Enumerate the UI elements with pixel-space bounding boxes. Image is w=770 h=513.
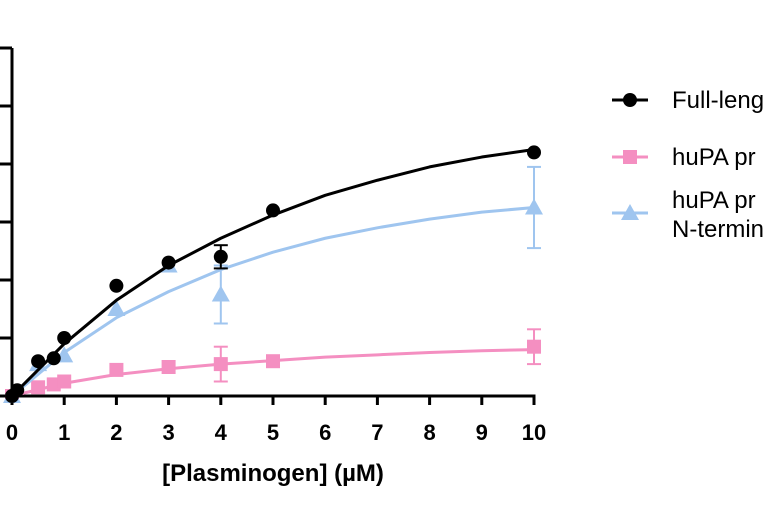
legend-label: N-termin [672,216,764,243]
data-point [109,278,124,293]
series-0 [5,145,541,403]
legend-label: huPA pr [672,187,756,214]
data-point [31,354,46,369]
data-point [266,203,280,218]
data-point [161,360,176,374]
x-tick-label: 9 [476,420,488,445]
x-tick-label: 6 [319,420,331,445]
x-tick-label: 5 [267,420,279,445]
series-layer [3,145,543,403]
data-point [10,383,25,398]
data-point [525,198,543,215]
x-tick-label: 0 [6,420,18,445]
data-point [31,380,46,395]
data-point [213,249,228,264]
data-point [57,331,72,345]
x-tick-label: 3 [162,420,174,445]
data-point [211,285,230,302]
x-tick-label: 7 [371,420,383,445]
data-point [46,351,61,366]
data-point [213,357,228,372]
x-axis-title: [Plasminogen] (µM) [162,460,384,487]
data-point [161,255,176,270]
x-tick-label: 1 [58,420,70,445]
fit-curve [11,206,535,398]
legend-label: huPA pr [672,144,756,171]
series-1 [5,328,541,403]
x-tick-label: 10 [522,420,546,445]
legend-marker [621,204,639,220]
legend-marker [623,93,637,107]
axes: 0 1 2 3 4 5 6 7 8 9 10 [0,46,546,445]
x-tick-label: 2 [110,420,122,445]
legend-marker [623,150,637,164]
data-point [527,339,541,354]
data-point [527,145,541,160]
legend-label: Full-leng [672,87,764,114]
data-point [266,354,280,369]
data-point [109,362,124,377]
data-point [57,374,72,389]
x-tick-label: 8 [423,420,435,445]
data-point [107,300,126,316]
x-tick-label: 4 [215,420,228,445]
